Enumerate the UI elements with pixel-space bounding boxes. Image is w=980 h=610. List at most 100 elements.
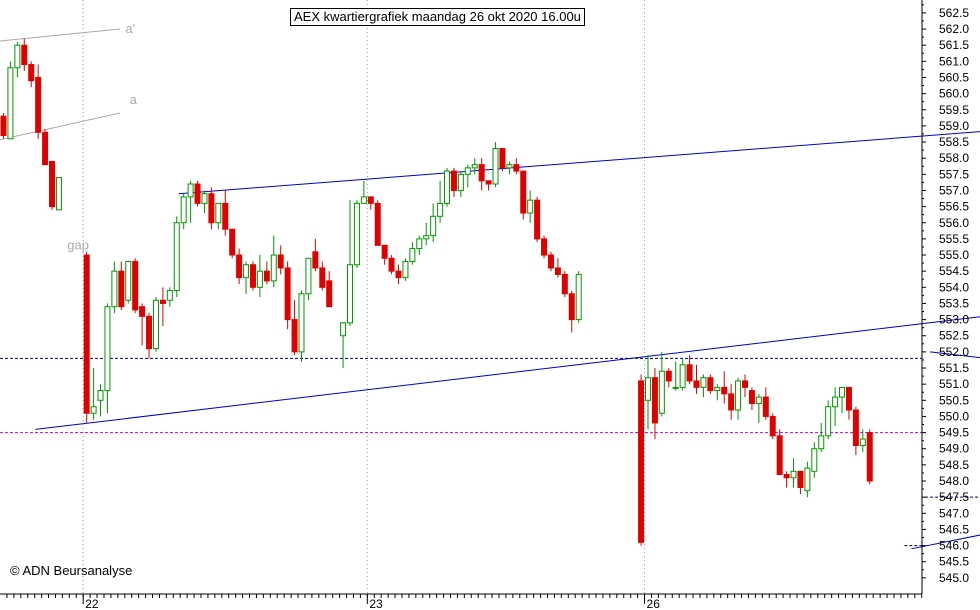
candle xyxy=(450,167,457,197)
candle xyxy=(554,258,561,278)
candle-body xyxy=(721,386,728,395)
candle xyxy=(686,355,693,385)
y-tick-label: 554.5 xyxy=(939,264,969,278)
candle xyxy=(818,422,825,452)
copyright-label: © ADN Beursanalyse xyxy=(10,563,133,578)
candle-body xyxy=(561,273,568,295)
candle xyxy=(104,303,111,414)
y-tick-label: 562.0 xyxy=(939,22,969,36)
y-tick-label: 553.5 xyxy=(939,296,969,310)
candle-body xyxy=(180,196,187,224)
candle-body xyxy=(478,164,485,182)
candle-body xyxy=(700,377,707,388)
candle-body xyxy=(111,270,118,308)
y-tick-label: 551.0 xyxy=(939,377,969,391)
candle-body xyxy=(374,202,381,246)
candle-body xyxy=(90,406,97,414)
candle xyxy=(42,129,49,166)
candle xyxy=(111,261,118,314)
candle-body xyxy=(146,315,153,350)
y-tick-label: 545.5 xyxy=(939,555,969,569)
candle-body xyxy=(0,115,7,137)
candle-body xyxy=(125,260,132,301)
candle-body xyxy=(866,432,873,482)
candle-body xyxy=(450,170,457,191)
candle xyxy=(180,193,187,230)
y-tick-label: 558.0 xyxy=(939,151,969,165)
candle-body xyxy=(755,396,762,405)
candle-body xyxy=(340,322,347,337)
candle-body xyxy=(229,228,236,256)
candle-body xyxy=(665,370,672,382)
candle xyxy=(55,177,62,211)
candle xyxy=(284,261,291,330)
candle xyxy=(319,261,326,291)
y-tick-label: 556.0 xyxy=(939,216,969,230)
y-tick-label: 561.5 xyxy=(939,38,969,52)
candle-body xyxy=(651,377,658,424)
candle-body xyxy=(728,393,735,411)
candle xyxy=(797,470,804,494)
candle xyxy=(485,180,492,191)
candle xyxy=(256,255,263,297)
candle xyxy=(201,190,208,214)
candle-body xyxy=(201,193,208,204)
candle-body xyxy=(797,470,804,488)
candle xyxy=(665,368,672,388)
candle-body xyxy=(783,474,790,479)
candle-body xyxy=(118,270,125,308)
candle xyxy=(97,384,104,417)
candle-body xyxy=(762,396,769,417)
candle-body xyxy=(222,202,229,230)
candle-body xyxy=(256,270,263,288)
y-tick-label: 560.5 xyxy=(939,70,969,84)
candle xyxy=(409,242,416,265)
candle xyxy=(776,429,783,476)
candle-body xyxy=(409,248,416,262)
candle xyxy=(0,112,7,139)
candle-body xyxy=(506,164,513,169)
candle xyxy=(353,200,360,268)
candle xyxy=(547,251,554,272)
candle-body xyxy=(769,415,776,437)
y-tick-label: 549.0 xyxy=(939,442,969,456)
candle-body xyxy=(388,257,395,272)
candle-body xyxy=(839,386,846,398)
candle-body xyxy=(159,299,166,304)
candle-body xyxy=(554,267,561,275)
candle xyxy=(478,158,485,191)
trendline-1 xyxy=(0,28,120,42)
y-tick-label: 557.5 xyxy=(939,167,969,181)
candle xyxy=(457,171,464,197)
candle-body xyxy=(215,202,222,224)
y-tick-label: 546.5 xyxy=(939,522,969,536)
x-tick-label: 23 xyxy=(369,597,383,610)
candle-body xyxy=(430,215,437,237)
candle xyxy=(388,255,395,275)
y-tick-label: 549.5 xyxy=(939,426,969,440)
candle-body xyxy=(686,364,693,382)
candle-body xyxy=(305,257,312,295)
y-tick-label: 546.0 xyxy=(939,539,969,553)
candle xyxy=(291,300,298,356)
candle-body xyxy=(541,238,548,256)
candle-body xyxy=(291,319,298,353)
candle-body xyxy=(437,202,444,217)
y-tick-label: 562.5 xyxy=(939,6,969,20)
y-tick-label: 550.5 xyxy=(939,393,969,407)
candle xyxy=(277,245,284,275)
candle-body xyxy=(208,193,215,224)
candle xyxy=(839,386,846,414)
candle xyxy=(152,297,159,352)
candle-body xyxy=(714,386,721,392)
candle-body xyxy=(499,148,506,169)
candle-body xyxy=(402,260,409,279)
candle xyxy=(866,429,873,485)
candle xyxy=(263,261,270,285)
candle-body xyxy=(270,254,277,282)
candle-body xyxy=(658,370,665,414)
trendline-4 xyxy=(35,316,980,430)
candle-body xyxy=(360,196,367,204)
